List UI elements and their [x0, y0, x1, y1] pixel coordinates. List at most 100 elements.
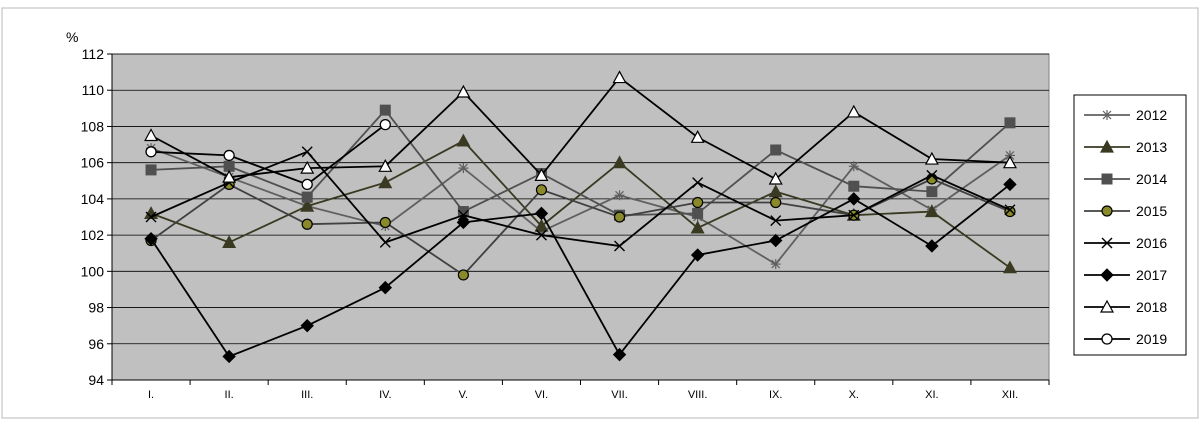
data-point: [144, 232, 158, 246]
data-point: [378, 175, 393, 189]
series-line: [150, 183, 1011, 358]
data-point: [1102, 110, 1112, 120]
data-point: [223, 160, 235, 172]
data-point: [612, 155, 627, 169]
data-point: [1004, 117, 1016, 129]
series-2018: [144, 70, 1017, 185]
y-tick-label: 94: [88, 372, 104, 388]
y-tick-label: 112: [82, 46, 105, 62]
x-tick-label: VIII.: [688, 389, 708, 401]
y-tick-label: 104: [81, 191, 105, 207]
legend-item: 2016: [1084, 235, 1167, 251]
y-tick-label: 100: [81, 263, 105, 279]
data-point: [379, 216, 391, 229]
data-point: [692, 177, 704, 189]
series-line: [150, 123, 386, 186]
x-tick-label: II.: [225, 389, 234, 401]
legend-item: 2018: [1084, 299, 1167, 315]
data-point: [846, 104, 861, 118]
x-tick-label: XII.: [1002, 389, 1019, 401]
series-2019: [145, 118, 391, 191]
data-point: [222, 349, 236, 364]
data-point: [457, 269, 469, 281]
data-point: [458, 163, 469, 174]
legend: 2012 2013 2014 2015 2016 2017 2018 2019: [1073, 94, 1187, 356]
series-layer: [144, 70, 1017, 364]
series-2017: [144, 177, 1017, 364]
x-tick-label: X.: [849, 389, 859, 401]
x-tick-label: V.: [459, 389, 468, 401]
data-point: [300, 318, 314, 333]
data-point: [145, 211, 157, 223]
data-point: [1101, 205, 1113, 217]
legend-box: [1073, 94, 1187, 356]
data-point: [534, 168, 549, 181]
data-point: [768, 171, 783, 185]
data-point: [692, 196, 704, 209]
data-point: [222, 169, 237, 183]
x-tick-label: XI.: [925, 389, 938, 401]
x-tick-label: VI.: [535, 389, 548, 401]
plot-area: [111, 53, 1050, 381]
data-point: [924, 151, 939, 165]
y-tick-labels: 94 96 98 100 102 104 106 108 110 112: [81, 46, 105, 388]
x-tick-label: VII.: [611, 389, 628, 401]
data-point: [770, 144, 782, 156]
data-point: [1099, 139, 1115, 153]
data-point: [847, 192, 861, 206]
data-point: [379, 118, 391, 131]
series-line: [150, 76, 1011, 181]
data-point: [925, 239, 939, 253]
data-point: [770, 196, 782, 209]
x-tick-label: III.: [301, 389, 313, 401]
series-2014: [145, 104, 1016, 221]
data-point: [301, 218, 313, 230]
data-point: [300, 198, 315, 212]
series-line: [150, 108, 1011, 217]
data-point: [457, 209, 469, 221]
y-tick-label: 102: [81, 227, 105, 243]
data-point: [690, 248, 705, 262]
data-point: [534, 218, 549, 232]
data-point: [848, 209, 860, 221]
data-point: [456, 215, 471, 230]
x-tick-label: IV.: [379, 389, 391, 401]
y-tick-label: 98: [88, 300, 104, 316]
data-point: [770, 259, 781, 270]
data-point: [1099, 299, 1115, 313]
data-point: [612, 347, 627, 362]
data-point: [144, 128, 159, 142]
legend-item: 2013: [1084, 139, 1167, 155]
data-point: [301, 178, 313, 191]
data-point: [1004, 204, 1016, 216]
data-point: [614, 240, 626, 252]
data-point: [612, 70, 627, 84]
data-point: [456, 133, 471, 147]
data-point: [534, 206, 549, 221]
y-tick-label: 96: [88, 336, 104, 352]
data-point: [613, 211, 626, 223]
data-point: [1002, 155, 1017, 169]
y-tick-label: 110: [82, 82, 105, 98]
legend-label: 2018: [1136, 299, 1167, 315]
legend-item: 2017: [1084, 267, 1167, 283]
legend-label: 2014: [1136, 171, 1167, 187]
data-point: [848, 161, 859, 172]
series-line: [150, 147, 1011, 266]
data-point: [1101, 237, 1113, 249]
y-axis-label: %: [66, 29, 78, 45]
data-point: [926, 169, 938, 181]
data-point: [301, 146, 313, 158]
y-tick-label: 106: [81, 155, 105, 171]
data-point: [378, 159, 393, 172]
data-point: [690, 220, 705, 234]
data-point: [145, 164, 157, 176]
data-point: [300, 160, 315, 174]
series-line: [150, 150, 1011, 247]
data-point: [1002, 260, 1017, 274]
axes: [107, 53, 1050, 385]
legend-item: 2015: [1084, 203, 1167, 219]
y-tick-label: 108: [81, 118, 105, 134]
data-point: [456, 84, 471, 98]
